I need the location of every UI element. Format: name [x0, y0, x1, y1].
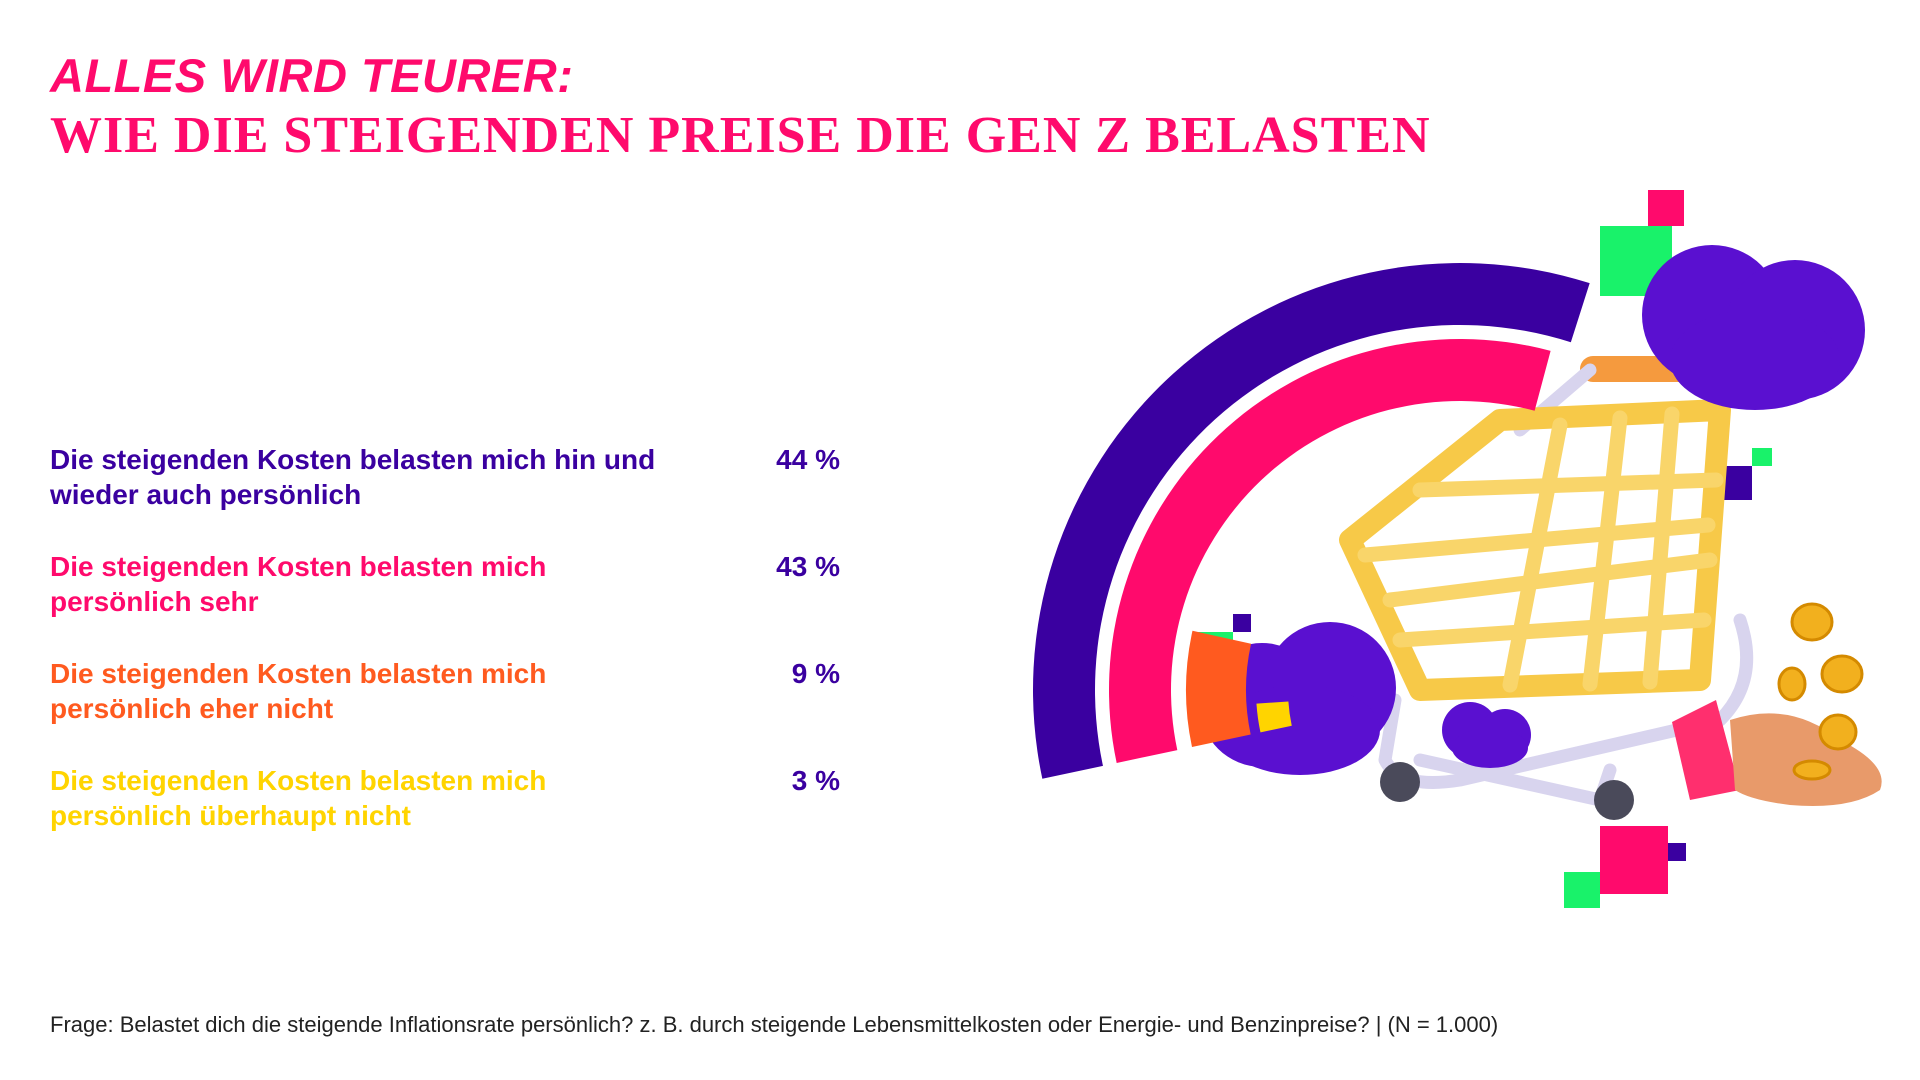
chart-subtitle: WIE DIE STEIGENDEN PREISE DIE GEN Z BELA… [50, 107, 1431, 164]
pixel-square-pink [1600, 826, 1668, 894]
pixel-square-navy [1668, 843, 1686, 861]
pixel-square-green [1564, 872, 1600, 908]
hand [1730, 713, 1882, 806]
coins [1777, 602, 1864, 781]
chart-title: ALLES WIRD TEURER: [50, 49, 574, 102]
cart-basket [1339, 399, 1731, 701]
data-label-value: 44 % [776, 444, 840, 475]
legend-item-2: Die steigenden Kosten belasten mich pers… [50, 656, 840, 736]
legend-label: Die steigenden Kosten belasten mich pers… [50, 658, 547, 724]
cart-wheel [1380, 762, 1420, 802]
cloud [1442, 702, 1531, 768]
legend-label: Die steigenden Kosten belasten mich hin … [50, 444, 656, 510]
legend-label: Die steigenden Kosten belasten mich pers… [50, 765, 547, 831]
pixel-square-navy [1233, 614, 1251, 632]
radial-bar-3 [1256, 701, 1292, 733]
cart-wheel [1594, 780, 1634, 820]
radial-bar-1 [1109, 338, 1551, 763]
legend-item-3: Die steigenden Kosten belasten mich pers… [50, 763, 840, 843]
legend-item-0: Die steigenden Kosten belasten mich hin … [50, 442, 840, 522]
data-label-value: 9 % [791, 658, 840, 689]
sleeve [1672, 700, 1740, 800]
radial-bar-2 [1186, 630, 1252, 747]
cloud [1642, 245, 1865, 410]
radial-bars [1033, 262, 1590, 779]
radial-bar-0 [1033, 262, 1590, 779]
legend-label: Die steigenden Kosten belasten mich pers… [50, 551, 547, 617]
data-label-value: 3 % [791, 765, 840, 796]
legend-item-1: Die steigenden Kosten belasten mich pers… [50, 549, 840, 629]
data-label-value: 43 % [776, 551, 840, 582]
pixel-square-pink [1648, 190, 1684, 226]
footnote: Frage: Belastet dich die steigende Infla… [50, 1012, 1499, 1037]
pixel-square-green [1752, 448, 1772, 466]
